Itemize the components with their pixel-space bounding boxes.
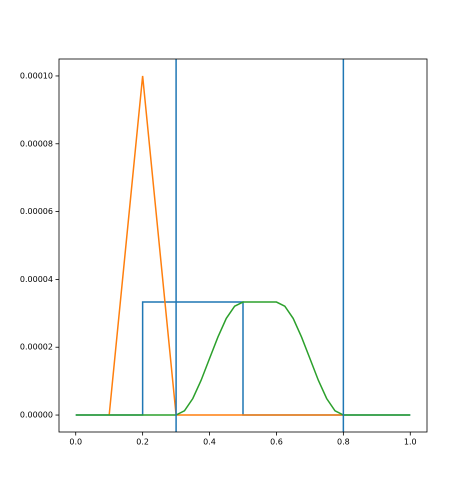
x-tick-label: 0.2: [136, 438, 149, 447]
x-tick-label: 0.0: [69, 438, 82, 447]
y-tick-label: 0.00002: [20, 343, 53, 352]
y-tick-label: 0.00008: [20, 139, 53, 148]
x-tick-label: 1.0: [404, 438, 417, 447]
y-tick-label: 0.00004: [20, 275, 53, 284]
x-tick-label: 0.4: [203, 438, 216, 447]
plot-frame: [58, 58, 428, 433]
line: [75, 301, 411, 416]
line: [108, 75, 344, 416]
x-tick-label: 0.6: [270, 438, 283, 447]
y-tick-label: 0.00010: [20, 71, 53, 80]
y-tick-label: 0.00006: [20, 207, 53, 216]
y-tick-label: 0.00000: [20, 411, 53, 420]
x-tick-label: 0.8: [337, 438, 350, 447]
